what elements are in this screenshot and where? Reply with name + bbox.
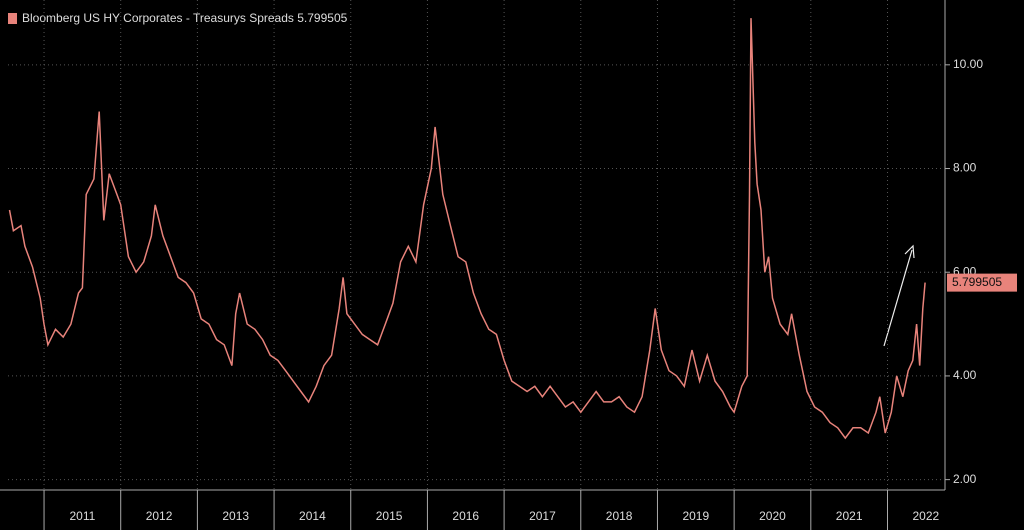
y-tick-label: 4.00 — [953, 368, 977, 382]
annotation-arrow — [883, 249, 913, 347]
line-series — [8, 18, 926, 440]
x-tick-label: 2013 — [222, 509, 249, 523]
last-value-label: 5.799505 — [952, 275, 1002, 289]
legend-value: 5.799505 — [297, 11, 347, 25]
x-tick-label: 2018 — [606, 509, 633, 523]
x-tick-label: 2015 — [376, 509, 403, 523]
y-tick-label: 10.00 — [953, 57, 983, 71]
last-value-tag — [947, 273, 1017, 292]
x-tick-label: 2014 — [299, 509, 326, 523]
x-tick-label: 2022 — [912, 509, 939, 523]
y-tick-label: 8.00 — [953, 161, 977, 175]
x-tick-label: 2012 — [146, 509, 173, 523]
annotation-arrowhead — [904, 244, 915, 259]
x-tick-label: 2011 — [69, 509, 95, 523]
x-tick-label: 2021 — [836, 509, 863, 523]
y-tick-label: 2.00 — [953, 472, 977, 486]
x-tick-label: 2016 — [452, 509, 479, 523]
legend-swatch — [8, 13, 17, 24]
x-tick-label: 2020 — [759, 509, 786, 523]
x-tick-label: 2019 — [682, 509, 709, 523]
legend-entry: Bloomberg US HY Corporates - Treasurys S… — [22, 11, 348, 25]
x-tick-label: 2017 — [529, 509, 556, 523]
legend-name: Bloomberg US HY Corporates - Treasurys S… — [22, 11, 294, 25]
